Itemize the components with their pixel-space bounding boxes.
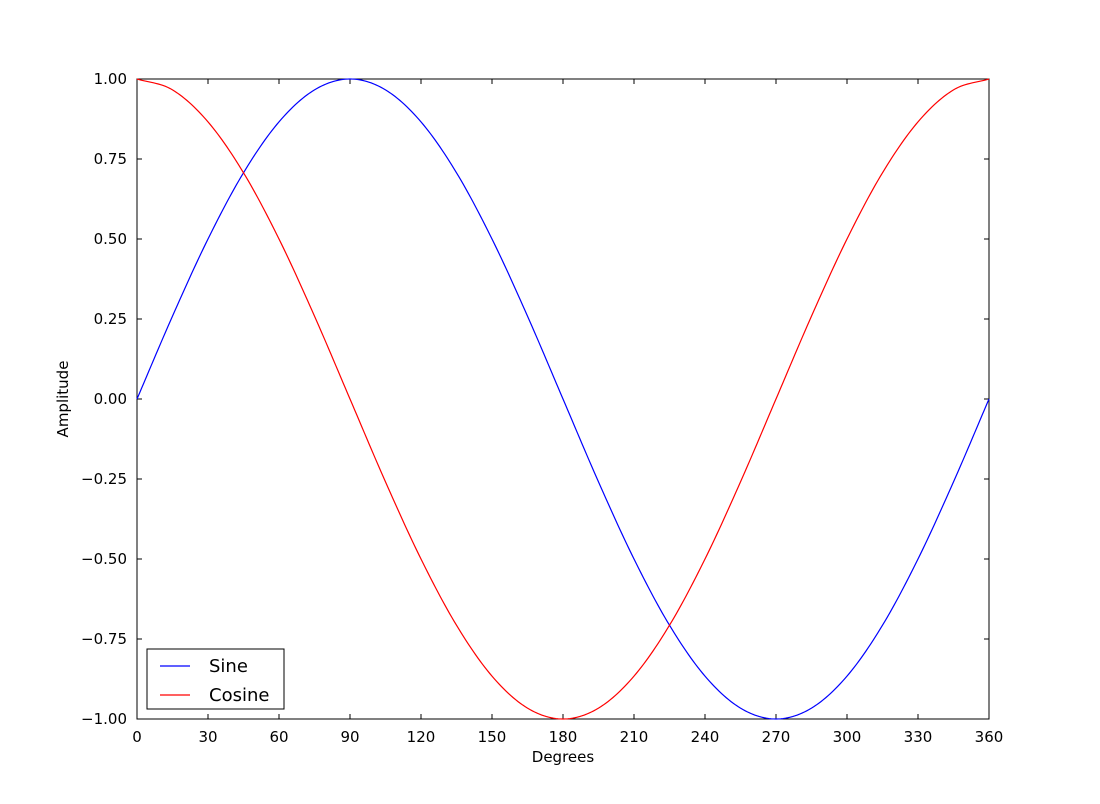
- x-tick-label: 90: [340, 728, 359, 746]
- x-axis-label: Degrees: [532, 748, 595, 766]
- y-tick-label: 0.50: [94, 230, 127, 248]
- legend-box: [146, 648, 285, 710]
- y-tick-label: −0.50: [81, 550, 127, 568]
- y-tick-label: 0.25: [94, 310, 127, 328]
- x-tick-label: 60: [269, 728, 288, 746]
- x-tick-label: 270: [762, 728, 791, 746]
- y-axis-label: Amplitude: [54, 361, 72, 438]
- x-tick-label: 360: [975, 728, 1004, 746]
- x-tick-label: 30: [198, 728, 217, 746]
- y-tick-label: −1.00: [81, 710, 127, 728]
- x-tick-label: 210: [620, 728, 649, 746]
- x-tick-label: 330: [904, 728, 933, 746]
- x-tick-label: 150: [478, 728, 507, 746]
- x-tick-label: 240: [691, 728, 720, 746]
- y-tick-label: 0.00: [94, 390, 127, 408]
- x-tick-label: 180: [549, 728, 578, 746]
- y-tick-label: −0.75: [81, 630, 127, 648]
- series-lines: [136, 78, 990, 720]
- y-tick-label: −0.25: [81, 470, 127, 488]
- axis-ticks: 0 30 60 90 120 150 180 210 240 270 300 330 360 1.00 0.…: [81, 70, 1003, 746]
- x-tick-label: 0: [132, 728, 142, 746]
- legend-label-cosine: Cosine: [209, 685, 269, 706]
- legend: Sine Cosine: [146, 648, 285, 710]
- y-tick-label: 0.75: [94, 150, 127, 168]
- x-tick-label: 120: [407, 728, 436, 746]
- x-tick-label: 300: [833, 728, 862, 746]
- series-line-cosine: [136, 78, 990, 720]
- axis-labels: Degrees Amplitude: [54, 361, 594, 766]
- series-line-sine: [136, 78, 990, 720]
- legend-label-sine: Sine: [209, 656, 248, 677]
- y-tick-label: 1.00: [94, 70, 127, 88]
